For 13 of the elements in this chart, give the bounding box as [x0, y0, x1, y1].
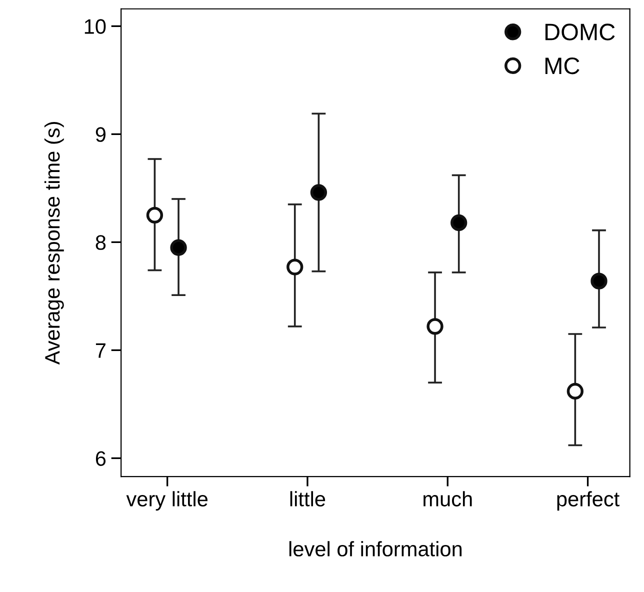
x-tick-label: perfect — [557, 491, 620, 511]
x-tick-label: much — [424, 491, 472, 506]
legend-label: MC — [545, 57, 580, 74]
y-tick-label: 9 — [96, 127, 106, 142]
y-axis-title: Average response time (s) — [44, 122, 64, 365]
x-tick-label: little — [290, 491, 326, 506]
y-tick-label: 7 — [96, 343, 106, 358]
legend-label: DOMC — [545, 24, 615, 40]
y-tick-label: 8 — [96, 235, 106, 250]
y-tick-label: 10 — [84, 19, 106, 34]
y-tick-label: 6 — [96, 451, 106, 466]
x-tick-label: very little — [126, 491, 208, 511]
x-axis-title: level of information — [289, 541, 462, 556]
